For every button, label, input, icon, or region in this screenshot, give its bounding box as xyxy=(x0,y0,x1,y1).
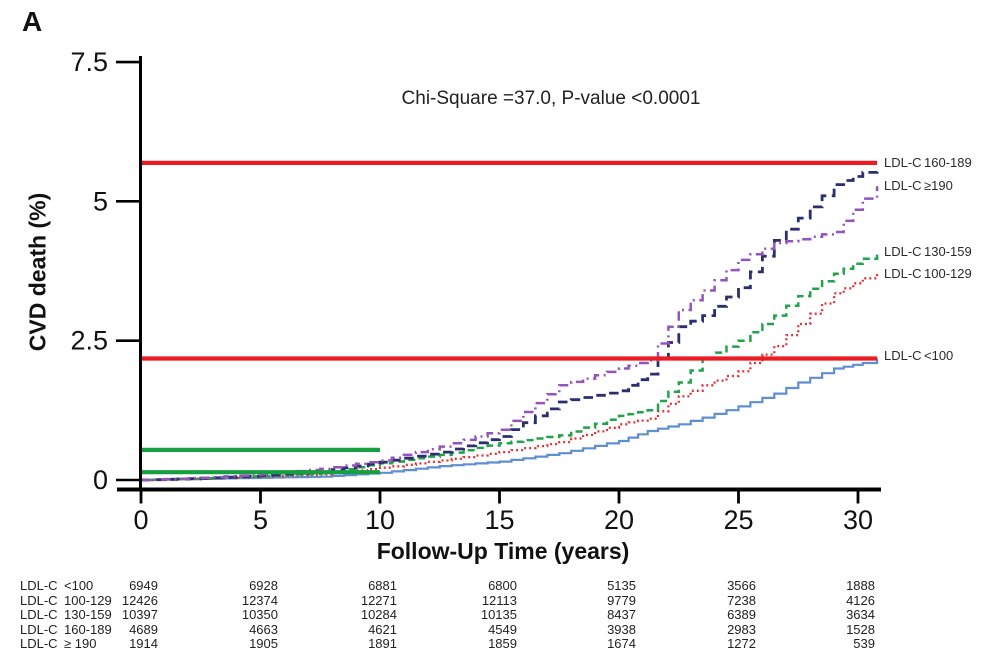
risk-row-label-prefix: LDL-C xyxy=(20,578,58,593)
curve-label-prefix: LDL-C xyxy=(884,266,922,281)
risk-count: 2983 xyxy=(727,621,756,637)
risk-count: 1674 xyxy=(607,636,636,651)
curve-label--190: LDL-C ≥190 xyxy=(884,178,953,193)
risk-count: 9779 xyxy=(607,592,636,608)
x-tick-label: 5 xyxy=(253,505,268,535)
risk-row-label-prefix: LDL-C xyxy=(20,592,58,608)
risk-count: 10350 xyxy=(241,607,278,622)
curve-label-160-189: LDL-C 160-189 xyxy=(884,155,972,170)
risk-row-label-range: 130-159 xyxy=(64,607,112,622)
y-tick-label: 5 xyxy=(93,186,108,216)
risk-count: 3566 xyxy=(727,578,756,593)
y-tick-label: 2.5 xyxy=(70,326,108,356)
x-tick-label: 0 xyxy=(133,505,148,535)
risk-row-label-range: <100 xyxy=(64,578,94,593)
chi-square-annotation: Chi-Square =37.0, P-value <0.0001 xyxy=(401,88,701,109)
x-tick-label: 10 xyxy=(365,505,395,535)
curve-label-prefix: LDL-C xyxy=(884,178,922,193)
curve-ldl-c-160-189 xyxy=(141,166,879,482)
risk-row-label-prefix: LDL-C xyxy=(20,607,58,622)
risk-count: 8437 xyxy=(607,607,636,622)
risk-count: 3938 xyxy=(607,621,636,637)
risk-row-label-prefix: LDL-C xyxy=(20,621,58,637)
curve-label-range: <100 xyxy=(924,348,954,363)
curve-label--100: LDL-C <100 xyxy=(884,348,953,363)
curve-label-range: ≥190 xyxy=(924,178,953,193)
risk-count: 539 xyxy=(853,636,875,651)
curve-ldl-c-100 xyxy=(141,358,879,482)
curve-label-prefix: LDL-C xyxy=(884,155,922,170)
curve-label-range: 100-129 xyxy=(924,266,972,281)
curve-label-prefix: LDL-C xyxy=(884,244,922,259)
risk-row-label-range: 160-189 xyxy=(64,621,112,637)
risk-count: 12113 xyxy=(481,592,517,608)
risk-count: 1272 xyxy=(727,636,756,651)
risk-count: 10397 xyxy=(121,607,158,622)
risk-count: 1905 xyxy=(249,636,278,651)
curve-label-range: 160-189 xyxy=(924,155,972,170)
x-tick-label: 25 xyxy=(723,505,753,535)
curve-ldl-c-190 xyxy=(141,186,879,482)
risk-row-label-range: ≥ 190 xyxy=(64,636,97,651)
x-tick-label: 30 xyxy=(843,505,873,535)
risk-count: 6881 xyxy=(368,578,397,593)
risk-row-label-range: 100-129 xyxy=(64,592,112,608)
risk-count: 12374 xyxy=(241,592,278,608)
risk-row-label-prefix: LDL-C xyxy=(20,636,58,651)
panel-label: A xyxy=(22,6,43,37)
risk-count: 4621 xyxy=(368,621,397,637)
risk-count: 1914 xyxy=(129,636,158,651)
risk-count: 10135 xyxy=(480,607,517,622)
risk-count: 4126 xyxy=(846,592,875,608)
curve-label-130-159: LDL-C 130-159 xyxy=(884,244,972,259)
risk-count: 12271 xyxy=(360,592,397,608)
y-tick-label: 0 xyxy=(93,465,108,495)
risk-count: 1888 xyxy=(846,578,875,593)
risk-count: 3634 xyxy=(846,607,875,622)
curve-label-range: 130-159 xyxy=(924,244,972,259)
curve-label-100-129: LDL-C 100-129 xyxy=(884,266,972,281)
risk-count: 4689 xyxy=(129,621,158,637)
x-tick-label: 15 xyxy=(484,505,514,535)
risk-count: 6389 xyxy=(727,607,756,622)
risk-count: 10284 xyxy=(360,607,397,622)
risk-count: 6949 xyxy=(129,578,158,593)
risk-count: 4549 xyxy=(488,621,517,637)
risk-count: 1528 xyxy=(846,621,875,637)
risk-count: 1891 xyxy=(368,636,397,651)
risk-count: 6800 xyxy=(488,578,517,593)
x-axis-title: Follow-Up Time (years) xyxy=(376,538,630,564)
risk-count: 12426 xyxy=(121,592,158,608)
risk-count: 6928 xyxy=(249,578,278,593)
risk-count: 5135 xyxy=(607,578,636,593)
y-tick-label: 7.5 xyxy=(70,47,108,77)
risk-count: 7238 xyxy=(727,592,756,608)
curve-label-prefix: LDL-C xyxy=(884,348,922,363)
x-tick-label: 20 xyxy=(604,505,634,535)
risk-count: 1859 xyxy=(488,636,517,651)
curve-ldl-c-130-159 xyxy=(141,254,879,482)
risk-count: 4663 xyxy=(249,621,278,637)
